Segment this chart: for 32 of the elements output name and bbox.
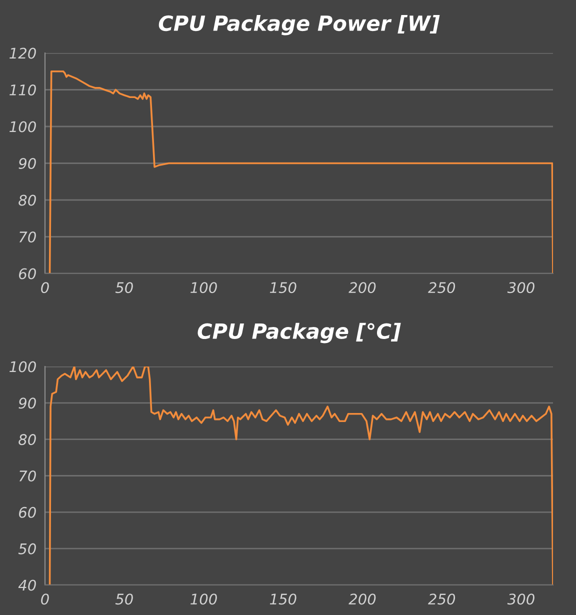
x-tick-label: 300 [507,282,534,294]
x-tick-label: 300 [507,594,534,605]
x-tick-label: 0 [41,282,49,294]
x-tick-label: 150 [270,594,296,605]
line-series [48,366,553,585]
chart-title: CPU Package Power [W] [158,14,440,36]
y-tick-label: 70 [19,470,36,482]
y-tick-label: 100 [10,361,36,372]
line-series [48,70,553,274]
x-tick-label: 250 [428,594,456,605]
x-tick-label: 0 [41,594,49,605]
y-tick-label: 110 [10,84,36,96]
y-tick-label: 60 [19,268,36,280]
y-tick-label: 90 [18,158,36,169]
chart-title: CPU Package [°C] [198,322,401,344]
x-tick-label: 200 [348,282,376,294]
y-tick-label: 70 [19,231,36,242]
y-tick-label: 80 [18,194,36,206]
x-tick-label: 100 [190,594,217,605]
y-tick-label: 40 [18,580,36,591]
y-tick-label: 120 [10,48,36,59]
y-tick-label: 100 [10,121,36,132]
x-tick-label: 250 [428,282,456,294]
y-tick-label: 60 [19,506,36,518]
y-tick-label: 80 [18,434,36,446]
y-tick-label: 50 [18,543,36,554]
x-tick-label: 150 [270,282,296,294]
x-tick-label: 200 [348,594,376,605]
x-tick-label: 50 [115,282,133,294]
x-tick-label: 100 [190,282,217,294]
x-tick-label: 50 [115,594,133,605]
y-tick-label: 90 [18,398,36,409]
